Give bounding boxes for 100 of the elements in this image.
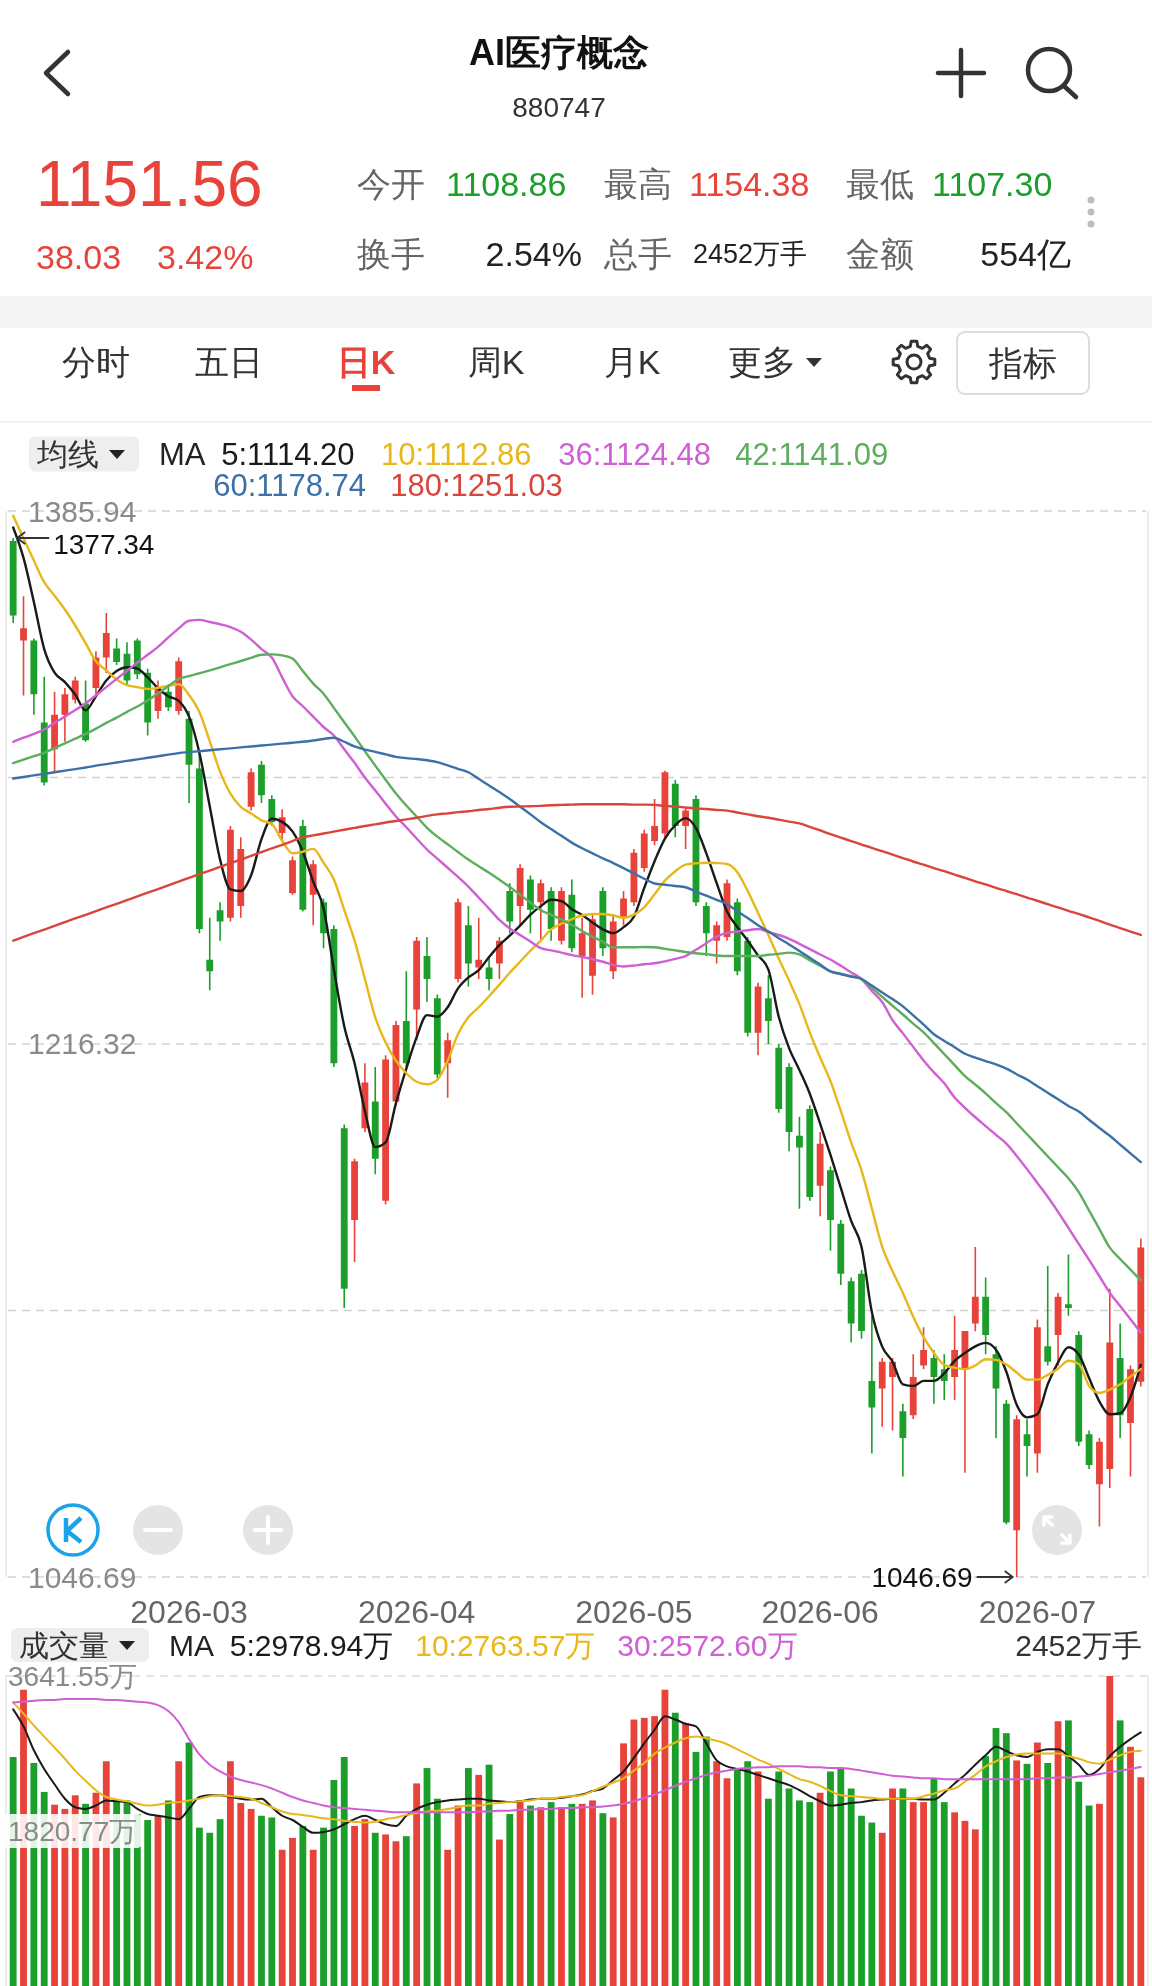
bar — [289, 1837, 296, 1986]
y-tick-label: 1385.94 — [28, 494, 137, 528]
bar — [1085, 1805, 1093, 1986]
text: 今开 — [357, 165, 425, 203]
bar — [278, 1849, 286, 1986]
bar — [164, 1800, 172, 1986]
text: 总手 — [603, 235, 672, 273]
y-tick-label: 3641.55万 — [8, 1660, 138, 1692]
text: 30:2572.60万 — [617, 1628, 798, 1662]
bar — [733, 1768, 741, 1986]
chart-title: 成交量 — [19, 1628, 109, 1662]
bar — [206, 1832, 214, 1986]
text: 1108.86 — [446, 165, 567, 203]
candlestick — [878, 1357, 886, 1427]
text: 10:2763.57万 — [415, 1628, 596, 1662]
bar — [827, 1771, 834, 1986]
text: 554亿 — [980, 235, 1071, 273]
bar — [651, 1716, 659, 1986]
legend-title: MA — [169, 1628, 214, 1662]
bar — [330, 1779, 338, 1986]
bar — [547, 1802, 555, 1986]
candlestick — [216, 902, 224, 941]
candlestick — [578, 917, 586, 998]
text: 日K — [336, 343, 396, 381]
x-tick-label: 2026-06 — [761, 1594, 879, 1630]
line-series — [11, 803, 1143, 942]
bar — [144, 1820, 152, 1986]
bar — [775, 1771, 783, 1986]
bar — [516, 1800, 524, 1986]
bar — [982, 1756, 990, 1986]
text: 1107.30 — [932, 165, 1053, 203]
bar — [620, 1743, 627, 1986]
candlestick — [868, 1315, 876, 1454]
bar — [909, 1802, 917, 1986]
bar — [475, 1774, 483, 1986]
text: 月K — [603, 343, 661, 381]
bar — [320, 1827, 327, 1986]
x-tick-label: 2026-03 — [130, 1594, 248, 1630]
bar — [816, 1792, 824, 1986]
bar — [599, 1813, 607, 1986]
text: 金额 — [846, 235, 914, 273]
bar — [796, 1800, 803, 1986]
bar — [1116, 1720, 1124, 1986]
legend-title: MA — [159, 436, 206, 472]
annotation: 1377.34 — [53, 528, 155, 560]
text: 2452万手 — [693, 239, 808, 269]
bar — [496, 1839, 503, 1986]
bar — [1096, 1803, 1103, 1986]
text: 1151.56 — [36, 148, 263, 220]
candlestick — [1044, 1265, 1052, 1366]
bar — [268, 1817, 276, 1986]
bar — [444, 1849, 452, 1986]
text: 38.03 — [36, 238, 122, 276]
bar — [837, 1768, 845, 1986]
text: 3.42% — [157, 238, 254, 276]
text: 42:1141.09 — [735, 436, 889, 472]
annotation: 1046.69 — [871, 1561, 973, 1593]
bar — [671, 1712, 679, 1986]
bar — [940, 1802, 948, 1986]
bar — [702, 1736, 710, 1986]
bar — [413, 1783, 421, 1986]
bar — [1075, 1781, 1083, 1986]
bar — [402, 1836, 410, 1986]
bar — [227, 1761, 234, 1986]
bar — [195, 1827, 203, 1986]
bar — [527, 1805, 534, 1986]
bar — [878, 1832, 886, 1986]
bar — [464, 1768, 472, 1986]
candlestick — [475, 917, 483, 979]
candlestick — [206, 917, 214, 991]
text: 周K — [467, 343, 525, 381]
candlestick — [102, 612, 110, 673]
bar — [175, 1761, 183, 1986]
line-series — [11, 736, 1143, 1164]
x-tick-label: 2026-05 — [575, 1594, 693, 1630]
text: 最低 — [846, 165, 914, 203]
text: 最高 — [604, 165, 672, 203]
bar — [744, 1761, 752, 1986]
bar — [237, 1802, 245, 1986]
text: 2452万手 — [1015, 1628, 1142, 1662]
bar — [1065, 1720, 1072, 1986]
bar — [868, 1822, 876, 1986]
bar — [506, 1814, 514, 1986]
bar — [382, 1834, 390, 1986]
y-tick-label: 1046.69 — [28, 1560, 137, 1594]
text: 均线 — [36, 436, 99, 472]
bar — [309, 1849, 317, 1986]
bar — [1033, 1742, 1041, 1986]
bar — [609, 1817, 617, 1986]
bar — [340, 1757, 348, 1986]
bar — [1106, 1676, 1114, 1986]
bar — [578, 1803, 586, 1986]
bar — [858, 1815, 865, 1986]
chart-title: AI医疗概念 — [469, 31, 649, 73]
text: 指标 — [988, 344, 1057, 382]
bar — [682, 1722, 690, 1986]
bar — [589, 1800, 596, 1986]
bar — [1137, 1777, 1145, 1986]
candlestick — [816, 1132, 824, 1217]
x-tick-label: 2026-04 — [357, 1594, 476, 1630]
